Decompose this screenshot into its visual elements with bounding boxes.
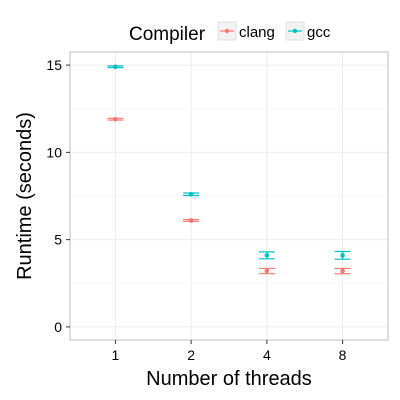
x-tick-label: 2 — [187, 347, 195, 363]
y-tick-label: 5 — [54, 232, 62, 248]
legend-key-point — [292, 28, 298, 34]
y-tick-label: 15 — [46, 57, 62, 73]
y-axis-title: Runtime (seconds) — [14, 112, 36, 280]
axis-ticks: 0 5 10 15 1 2 4 8 — [46, 57, 346, 363]
grid-minor — [70, 108, 388, 284]
data-point — [113, 116, 118, 122]
legend-item-gcc: gcc — [285, 21, 331, 41]
x-tick-label: 4 — [263, 347, 271, 363]
legend-item-clang: clang — [217, 21, 275, 41]
y-tick-label: 10 — [46, 144, 62, 160]
series-layer — [107, 64, 351, 275]
data-point — [264, 253, 270, 258]
legend-label: clang — [239, 24, 275, 41]
data-point — [188, 218, 194, 223]
legend-key-point — [224, 28, 230, 34]
data-point — [340, 268, 345, 274]
panel-border — [69, 51, 389, 341]
x-tick-label: 1 — [112, 347, 120, 363]
data-point — [113, 64, 118, 70]
x-tick-label: 8 — [339, 347, 347, 363]
data-point — [340, 253, 345, 258]
legend-items: clang gcc — [217, 21, 331, 41]
series-clang — [107, 116, 351, 275]
legend-label: gcc — [307, 24, 331, 41]
data-point — [188, 191, 194, 197]
x-axis-title: Number of threads — [146, 368, 312, 390]
legend: Compiler clang gcc — [129, 21, 331, 45]
series-gcc — [107, 64, 351, 260]
data-point — [264, 268, 270, 274]
legend-title: Compiler — [129, 24, 206, 45]
y-tick-label: 0 — [54, 319, 62, 335]
grid-major — [70, 52, 388, 340]
